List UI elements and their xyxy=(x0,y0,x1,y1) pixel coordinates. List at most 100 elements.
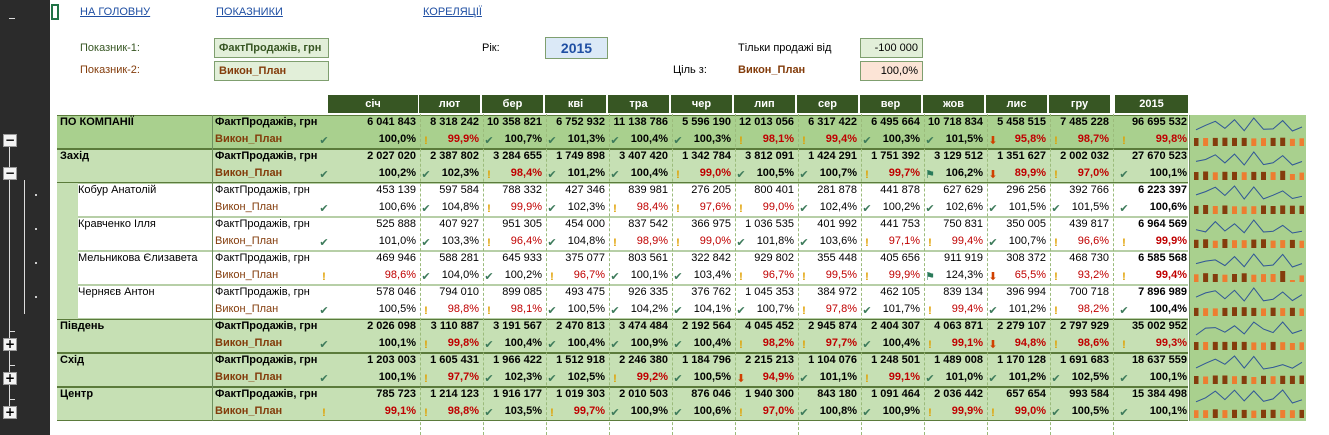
goal-input[interactable]: 100,0% xyxy=(860,61,923,81)
year-select[interactable]: 2015 xyxy=(545,37,608,59)
row-name[interactable]: Захід xyxy=(60,150,90,162)
sparkline-bar xyxy=(1212,137,1218,146)
month-percent: 100,8% xyxy=(819,405,857,417)
month-value: 2 215 213 xyxy=(745,354,794,366)
indicator1-name: ФактПродажів, грн xyxy=(215,286,310,298)
link-indicators[interactable]: ПОКАЗНИКИ xyxy=(216,6,283,18)
sparkline-bar xyxy=(1212,308,1218,316)
expand-east-button[interactable]: + xyxy=(3,371,17,385)
month-percent: 102,5% xyxy=(1071,371,1109,383)
expand-south-button[interactable]: + xyxy=(3,337,17,351)
check-icon: ✔ xyxy=(547,135,557,147)
expand-center-button[interactable]: + xyxy=(3,405,17,419)
sparkline xyxy=(1194,389,1304,418)
month-percent: 103,4% xyxy=(693,269,731,281)
month-value: 405 656 xyxy=(880,252,920,264)
month-percent: 99,9% xyxy=(510,201,542,213)
sparkline-bar xyxy=(1251,171,1257,180)
sparkline-bar xyxy=(1280,375,1286,384)
month-percent: 101,0% xyxy=(945,371,983,383)
check-icon: ✔ xyxy=(319,339,329,351)
sparkline-bar xyxy=(1270,240,1276,248)
exclamation-icon: ! xyxy=(1054,305,1058,317)
sparkline-bar xyxy=(1280,410,1286,418)
outline-dot xyxy=(35,296,37,298)
check-icon: ✔ xyxy=(673,305,683,317)
sparkline-path xyxy=(1195,219,1303,234)
month-value: 6 317 422 xyxy=(808,116,857,128)
month-percent: 100,5% xyxy=(567,303,605,315)
sparkline-bar xyxy=(1280,137,1286,146)
month-value: 296 256 xyxy=(1006,184,1046,196)
check-icon: ✔ xyxy=(799,237,809,249)
row-name[interactable]: Південь xyxy=(60,320,105,332)
month-percent: 100,0% xyxy=(378,133,416,145)
sparkline-bar xyxy=(1212,409,1218,418)
row-bg-6 xyxy=(57,319,1188,353)
year-total: 96 695 532 xyxy=(1131,116,1187,128)
active-cell[interactable] xyxy=(51,4,59,20)
exclamation-icon: ! xyxy=(613,237,617,249)
sparkline-bar xyxy=(1241,375,1247,384)
month-value: 1 203 003 xyxy=(367,354,416,366)
sparkline-bar xyxy=(1261,375,1266,384)
sparkline-bar xyxy=(1261,138,1266,146)
sparkline-bar xyxy=(1289,138,1295,146)
month-value: 803 561 xyxy=(628,252,668,264)
sparkline-bar xyxy=(1289,280,1295,282)
exclamation-icon: ! xyxy=(322,271,326,283)
sparkline-bar xyxy=(1212,274,1218,282)
check-icon: ✔ xyxy=(736,305,746,317)
month-percent: 102,5% xyxy=(567,371,605,383)
collapse-company-button[interactable]: − xyxy=(3,133,17,147)
row-name[interactable]: Схід xyxy=(60,354,85,366)
indicator1-name: ФактПродажів, грн xyxy=(215,320,318,332)
month-percent: 102,4% xyxy=(819,201,857,213)
month-value: 2 246 380 xyxy=(619,354,668,366)
month-percent: 101,2% xyxy=(1008,303,1046,315)
month-percent: 101,3% xyxy=(567,133,605,145)
indicator2-name: Викон_План xyxy=(215,133,283,145)
collapse-west-button[interactable]: − xyxy=(3,166,17,180)
check-icon: ✔ xyxy=(610,407,620,419)
flag-icon: ⚑ xyxy=(925,169,935,181)
sparkline-bar xyxy=(1270,274,1276,282)
month-percent: 99,9% xyxy=(951,405,983,417)
row-name[interactable]: ПО КОМПАНІЇ xyxy=(60,116,134,128)
month-value: 453 139 xyxy=(376,184,416,196)
year-header: 2015 xyxy=(1115,95,1188,113)
year-percent: 99,4% xyxy=(1155,269,1187,281)
indicator2-name: Викон_План xyxy=(215,201,279,213)
column-divider xyxy=(924,114,925,435)
month-percent: 96,6% xyxy=(1077,235,1109,247)
indicator2-select[interactable]: Викон_План xyxy=(214,61,329,81)
exclamation-icon: ! xyxy=(676,203,680,215)
sparkline xyxy=(1194,219,1304,248)
link-correlation[interactable]: КОРЕЛЯЦІЇ xyxy=(423,6,482,18)
check-icon: ✔ xyxy=(421,169,431,181)
row-name[interactable]: Центр xyxy=(60,388,94,400)
sparkline-bar xyxy=(1222,375,1228,384)
outline-tick xyxy=(9,365,15,366)
month-percent: 65,5% xyxy=(1014,269,1046,281)
month-percent: 100,5% xyxy=(378,303,416,315)
month-percent: 102,6% xyxy=(945,201,983,213)
check-icon: ✔ xyxy=(925,373,935,385)
month-value: 785 723 xyxy=(376,388,416,400)
sparkline-bar xyxy=(1289,375,1295,384)
exclamation-icon: ! xyxy=(739,203,743,215)
column-divider xyxy=(861,114,862,435)
sales-from-input[interactable]: -100 000 xyxy=(860,38,923,58)
month-value: 1 351 627 xyxy=(997,150,1046,162)
month-value: 3 284 655 xyxy=(493,150,542,162)
month-value: 1 489 008 xyxy=(934,354,983,366)
link-home[interactable]: НА ГОЛОВНУ xyxy=(80,6,151,18)
month-value: 1 184 796 xyxy=(682,354,731,366)
month-value: 2 945 874 xyxy=(808,320,857,332)
month-percent: 99,9% xyxy=(888,269,920,281)
sparkline-bar xyxy=(1280,240,1286,248)
indicator1-select[interactable]: ФактПродажів, грн xyxy=(214,38,329,58)
sparkline-bar xyxy=(1280,205,1286,214)
check-icon: ✔ xyxy=(319,305,329,317)
sparkline-bar xyxy=(1261,342,1266,350)
